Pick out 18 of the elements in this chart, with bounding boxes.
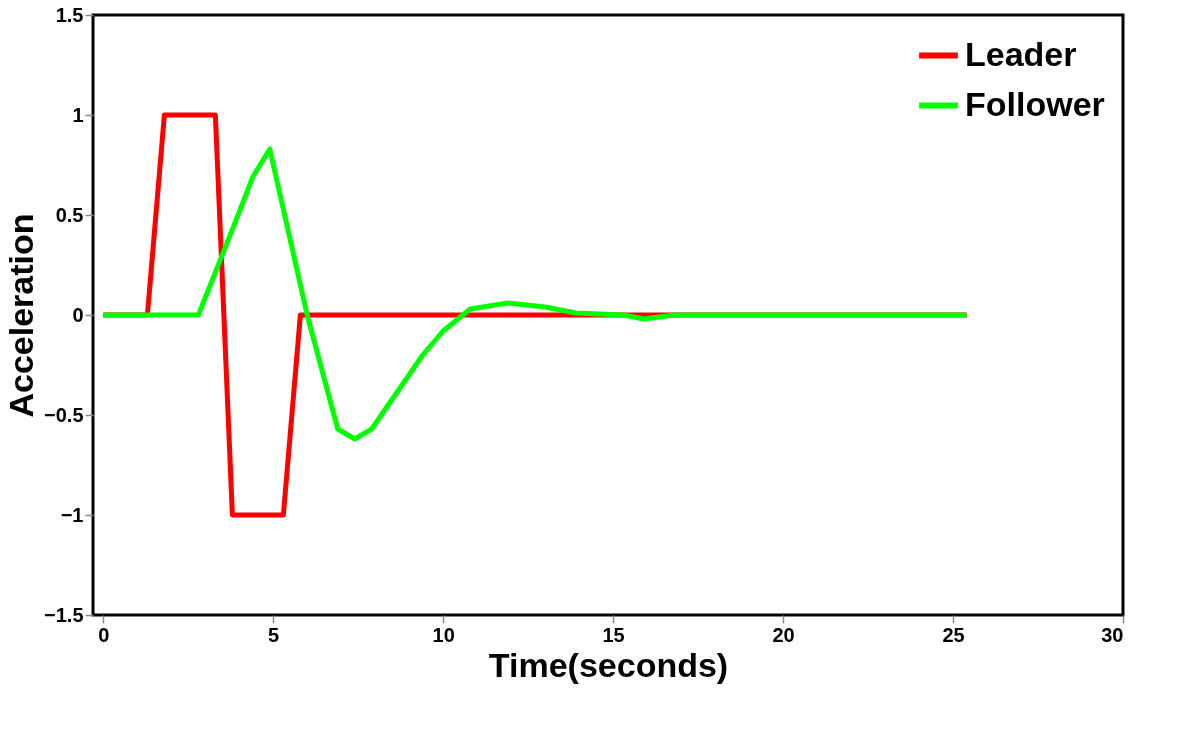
- y-tick-label: 0.5: [55, 203, 84, 226]
- x-axis-title: Time(seconds): [488, 645, 729, 684]
- legend-label: Leader: [965, 34, 1077, 73]
- y-tick-label: −1.5: [44, 603, 84, 626]
- y-tick-label: 1.5: [55, 3, 84, 26]
- y-tick-label: 1: [72, 103, 84, 126]
- x-tick-label: 25: [942, 623, 965, 646]
- x-tick-label: 5: [268, 623, 280, 646]
- y-tick-label: −0.5: [44, 403, 84, 426]
- x-tick-label: 30: [1101, 623, 1124, 646]
- y-tick-label: −1: [60, 503, 84, 526]
- legend-label: Follower: [965, 84, 1105, 123]
- x-tick-label: 15: [602, 623, 625, 646]
- y-axis-title: Acceleration: [2, 213, 41, 418]
- x-tick-label: 20: [772, 623, 795, 646]
- x-tick-label: 0: [98, 623, 110, 646]
- y-tick-label: 0: [72, 303, 84, 326]
- x-tick-label: 10: [432, 623, 455, 646]
